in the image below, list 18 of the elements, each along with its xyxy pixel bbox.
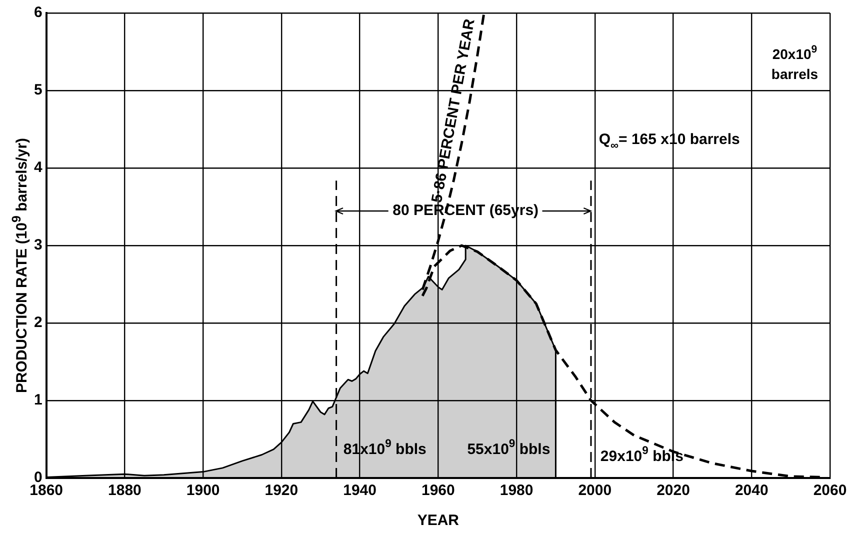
y-tick-label: 1 bbox=[34, 392, 42, 409]
x-axis-title: YEAR bbox=[417, 512, 460, 530]
x-tick-label: 1880 bbox=[108, 482, 142, 500]
x-tick-label: 2020 bbox=[656, 482, 690, 500]
y-tick-label: 4 bbox=[34, 159, 43, 176]
x-tick-label: 1900 bbox=[186, 482, 220, 500]
y-tick-label: 3 bbox=[34, 236, 42, 254]
x-tick-label: 1940 bbox=[343, 482, 376, 500]
y-tick-label: 5 bbox=[34, 82, 42, 99]
x-tick-label: 1920 bbox=[264, 482, 298, 500]
x-tick-label: 1860 bbox=[30, 482, 64, 500]
x-tick-label: 2000 bbox=[578, 482, 612, 500]
x-tick-label: 2040 bbox=[734, 482, 768, 500]
x-tick-label: 1980 bbox=[500, 482, 534, 500]
y-tick-label: 6 bbox=[34, 4, 42, 22]
x-tick-label: 2060 bbox=[813, 482, 847, 500]
x-tick-label: 1960 bbox=[421, 482, 455, 500]
y-tick-label: 2 bbox=[34, 314, 42, 332]
